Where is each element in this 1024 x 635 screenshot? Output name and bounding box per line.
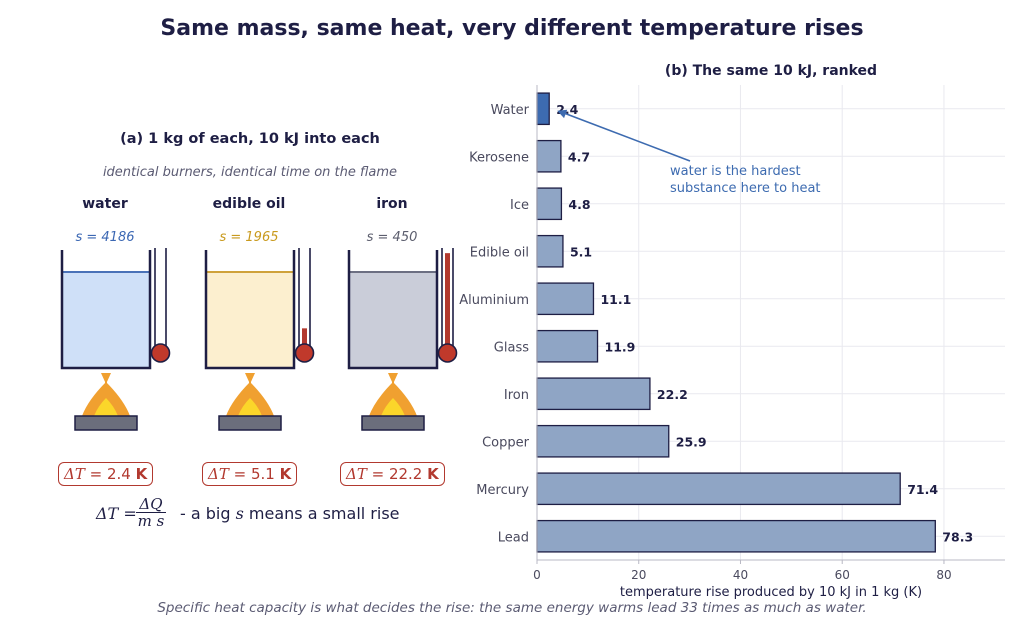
substance-column-water: water s = 4186 ΔT = 2.4 K — [40, 196, 180, 496]
temperature-rise-badge: ΔT = 22.2 K — [340, 462, 445, 486]
bar-chart: (b) The same 10 kJ, ranked 0 20 40 60 80 2.4… — [459, 63, 1005, 600]
beaker-burner-illustration — [347, 248, 458, 431]
beaker — [60, 250, 152, 370]
category-tick-label: Water — [491, 103, 530, 118]
bar-value-label: 11.1 — [600, 292, 631, 307]
bar-mercury — [536, 472, 901, 506]
bar-copper — [536, 424, 670, 458]
formula-numerator: ΔQ — [136, 496, 166, 513]
formula-explanation: - a big s means a small rise — [180, 504, 400, 523]
panel-a-subtitle: identical burners, identical time on the… — [102, 165, 398, 180]
category-tick-label: Copper — [482, 435, 530, 450]
liquid — [349, 272, 437, 368]
thermometer-bulb — [294, 343, 315, 363]
substance-name: water — [82, 196, 128, 212]
thermometer-mercury — [445, 253, 450, 351]
x-tick-label: 20 — [631, 568, 646, 582]
bar-aluminium — [536, 282, 595, 316]
bar-value-label: 4.7 — [568, 149, 590, 164]
beaker — [347, 250, 439, 370]
chart-annotation: water is the hardest substance here to he… — [557, 109, 821, 196]
flame-inner — [381, 398, 405, 416]
footer-caption: Specific heat capacity is what decides t… — [157, 600, 867, 616]
formula-lhs: ΔT = — [96, 504, 137, 523]
category-tick-label: Kerosene — [469, 150, 529, 165]
flame-inner — [94, 398, 118, 416]
thermometer-bulb — [150, 343, 171, 363]
liquid — [206, 272, 294, 368]
chart-title: (b) The same 10 kJ, ranked — [665, 63, 877, 79]
annotation-text: substance here to heat — [670, 181, 821, 196]
beaker-burner-illustration — [204, 248, 315, 431]
flame-inner — [238, 398, 262, 416]
bar-value-label: 25.9 — [676, 434, 707, 449]
temperature-rise-badge: ΔT = 5.1 K — [202, 462, 298, 486]
category-tick-label: Mercury — [476, 483, 529, 498]
panel-a-title: (a) 1 kg of each, 10 kJ into each — [120, 131, 380, 147]
beaker-burner-illustration — [60, 248, 171, 431]
x-axis-label: temperature rise produced by 10 kJ in 1 … — [620, 585, 922, 600]
burner-plate — [218, 415, 282, 431]
thermometer-bulb — [437, 343, 458, 363]
x-tick-label: 60 — [835, 568, 850, 582]
chart-axes: 0 20 40 60 80 — [533, 85, 1005, 582]
burner-plate — [74, 415, 138, 431]
bar-glass — [536, 329, 599, 363]
substance-column-oil: edible oil s = 1965 ΔT = 5.1 K — [184, 196, 324, 496]
thermometer-mercury — [302, 328, 307, 351]
annotation-arrow-head — [557, 109, 568, 119]
category-tick-label: Glass — [494, 340, 529, 355]
specific-heat-label: s = 4186 — [75, 230, 135, 245]
burner-plate — [361, 415, 425, 431]
thermometer-tube — [154, 248, 167, 359]
bar-water — [536, 92, 550, 126]
bar-kerosene — [536, 139, 562, 173]
bar-value-label: 71.4 — [907, 482, 938, 497]
chart-bars — [536, 92, 936, 553]
substance-name: edible oil — [212, 196, 286, 212]
bar-value-label: 5.1 — [570, 244, 592, 259]
bar-value-label: 22.2 — [657, 387, 688, 402]
specific-heat-label: s = 1965 — [219, 230, 279, 245]
bar-iron — [536, 377, 651, 411]
category-tick-label: Ice — [510, 198, 529, 213]
formula-fraction: ΔQ m s — [136, 496, 166, 530]
category-tick-label: Edible oil — [470, 245, 529, 260]
bar-ice — [536, 187, 563, 221]
bar-edible-oil — [536, 234, 564, 268]
x-tick-label: 80 — [936, 568, 951, 582]
category-tick-label: Aluminium — [459, 293, 529, 308]
substance-column-iron: iron s = 450 ΔT = 22.2 K — [327, 196, 467, 496]
temperature-rise-badge: ΔT = 2.4 K — [58, 462, 154, 486]
substance-name: iron — [376, 196, 408, 212]
liquid — [62, 272, 150, 368]
x-tick-label: 0 — [533, 568, 541, 582]
bar-value-label: 78.3 — [942, 529, 973, 544]
category-tick-label: Lead — [498, 530, 529, 545]
bar-value-label: 11.9 — [605, 339, 636, 354]
annotation-arrow-line — [562, 112, 691, 162]
specific-heat-label: s = 450 — [366, 230, 418, 245]
formula-denominator: m s — [137, 512, 165, 530]
bar-value-label: 4.8 — [568, 197, 590, 212]
bar-lead — [536, 519, 936, 553]
page-title: Same mass, same heat, very different tem… — [160, 16, 864, 41]
left-panel: (a) 1 kg of each, 10 kJ into each identi… — [40, 120, 460, 540]
annotation-text: water is the hardest — [670, 164, 801, 179]
category-tick-label: Iron — [504, 388, 529, 403]
beaker — [204, 250, 296, 370]
x-tick-label: 40 — [733, 568, 748, 582]
